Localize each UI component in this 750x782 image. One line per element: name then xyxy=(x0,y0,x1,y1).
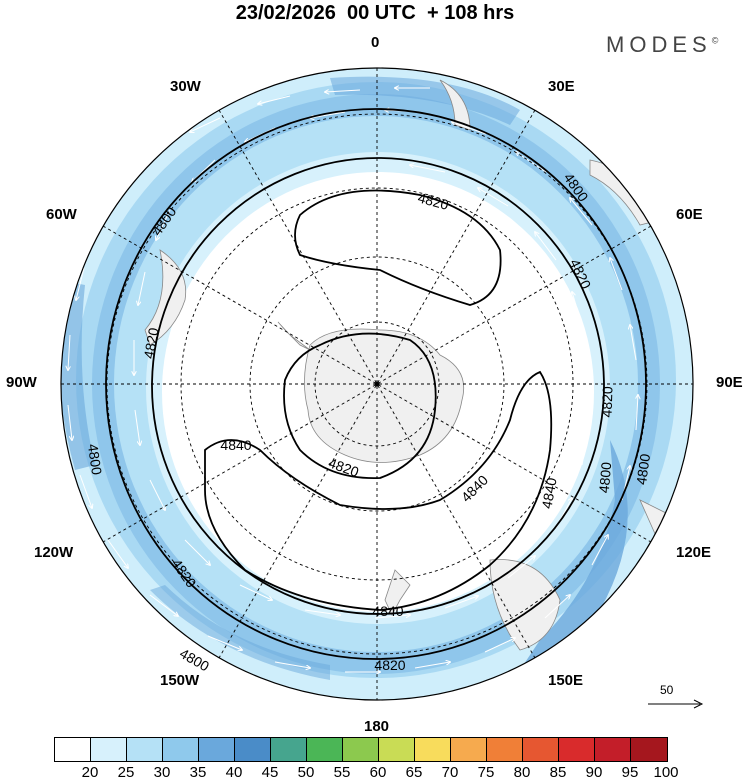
color-bar-cell xyxy=(379,738,415,761)
color-bar-label: 25 xyxy=(117,764,135,781)
contour-label: 4820 xyxy=(598,386,615,418)
lon-label-120w: 120W xyxy=(34,544,74,561)
africa-tip xyxy=(439,79,471,131)
contour-4840-north xyxy=(294,189,502,306)
lon-label-30w: 30W xyxy=(170,78,201,95)
color-bar-label: 50 xyxy=(297,764,315,781)
contour-4800-outer xyxy=(105,108,647,660)
color-bar xyxy=(54,737,668,762)
color-bar-cell xyxy=(343,738,379,761)
jet-core-north xyxy=(330,76,520,125)
color-bar-cell xyxy=(415,738,451,761)
lon-label-120e: 120E xyxy=(676,544,712,561)
color-bar-cell xyxy=(595,738,631,761)
contour-label: 4820 xyxy=(416,189,450,213)
jet-core-south xyxy=(150,585,330,680)
color-bar-cell xyxy=(91,738,127,761)
color-bar-label: 95 xyxy=(621,764,639,781)
antarctic-peninsula xyxy=(277,321,311,351)
color-bar-labels: 20 25 30 35 40 45 50 55 60 65 70 75 80 85 90 95 100 xyxy=(0,764,750,782)
contour-label: 4840 xyxy=(372,603,403,619)
color-bar-cell xyxy=(451,738,487,761)
lon-label-90e: 90E xyxy=(716,374,743,391)
color-bar-label: 35 xyxy=(189,764,207,781)
height-contours xyxy=(105,108,647,660)
color-bar-cell xyxy=(271,738,307,761)
reference-vector-label: 50 xyxy=(660,683,674,697)
contour-label: 4840 xyxy=(538,476,559,510)
australia xyxy=(489,559,561,651)
color-bar-label: 30 xyxy=(153,764,171,781)
contour-4840-south xyxy=(204,370,553,611)
contour-label: 4800 xyxy=(85,443,105,476)
color-bar-cell xyxy=(523,738,559,761)
copyright-mark: © xyxy=(711,35,719,46)
color-bar-label: 20 xyxy=(81,764,99,781)
lon-label-0: 0 xyxy=(371,34,380,51)
lon-label-150w: 150W xyxy=(160,672,200,689)
color-bar-label: 40 xyxy=(225,764,243,781)
color-bar-cell xyxy=(235,738,271,761)
color-bar-label: 75 xyxy=(477,764,495,781)
color-bar-label: 80 xyxy=(513,764,531,781)
antarctica xyxy=(304,328,465,463)
contour-4820-inner xyxy=(283,332,437,479)
lon-label-60e: 60E xyxy=(676,206,703,223)
color-bar-label: 85 xyxy=(549,764,567,781)
lon-label-30e: 30E xyxy=(548,78,575,95)
lon-label-150e: 150E xyxy=(548,672,584,689)
color-bar-label: 55 xyxy=(333,764,351,781)
color-bar-cell xyxy=(559,738,595,761)
contour-label: 4800 xyxy=(633,453,653,486)
color-bar-label: 65 xyxy=(405,764,423,781)
brand-name: MODES xyxy=(606,32,712,57)
lon-label-60w: 60W xyxy=(46,206,77,223)
map-border xyxy=(60,67,694,701)
color-bar-label: 70 xyxy=(441,764,459,781)
contour-label: 4840 xyxy=(220,437,251,453)
lon-label-180: 180 xyxy=(364,718,390,735)
color-bar-label: 45 xyxy=(261,764,279,781)
color-bar-cell xyxy=(199,738,235,761)
map-title: 23/02/2026 00 UTC + 108 hrs xyxy=(235,2,515,24)
reference-vector-arrow xyxy=(648,699,704,709)
color-bar-cell xyxy=(307,738,343,761)
color-bar-cell xyxy=(631,738,667,761)
south-pole-marker xyxy=(374,381,380,387)
color-bar-cell xyxy=(55,738,91,761)
color-bar-cell xyxy=(487,738,523,761)
contour-label: 4820 xyxy=(140,326,161,360)
jet-core-east xyxy=(520,440,628,670)
contour-4820-ring xyxy=(151,157,605,615)
lon-label-90w: 90W xyxy=(6,374,37,391)
color-bar-label: 90 xyxy=(585,764,603,781)
south-america xyxy=(144,249,187,346)
color-bar-label: 60 xyxy=(369,764,387,781)
contour-label: 4800 xyxy=(596,461,615,494)
color-bar-cell xyxy=(163,738,199,761)
brand-logo: MODES© xyxy=(606,32,718,58)
color-bar-label: 100 xyxy=(653,764,679,781)
color-bar-cell xyxy=(127,738,163,761)
contour-label: 4820 xyxy=(374,657,405,673)
graticule xyxy=(61,68,693,700)
